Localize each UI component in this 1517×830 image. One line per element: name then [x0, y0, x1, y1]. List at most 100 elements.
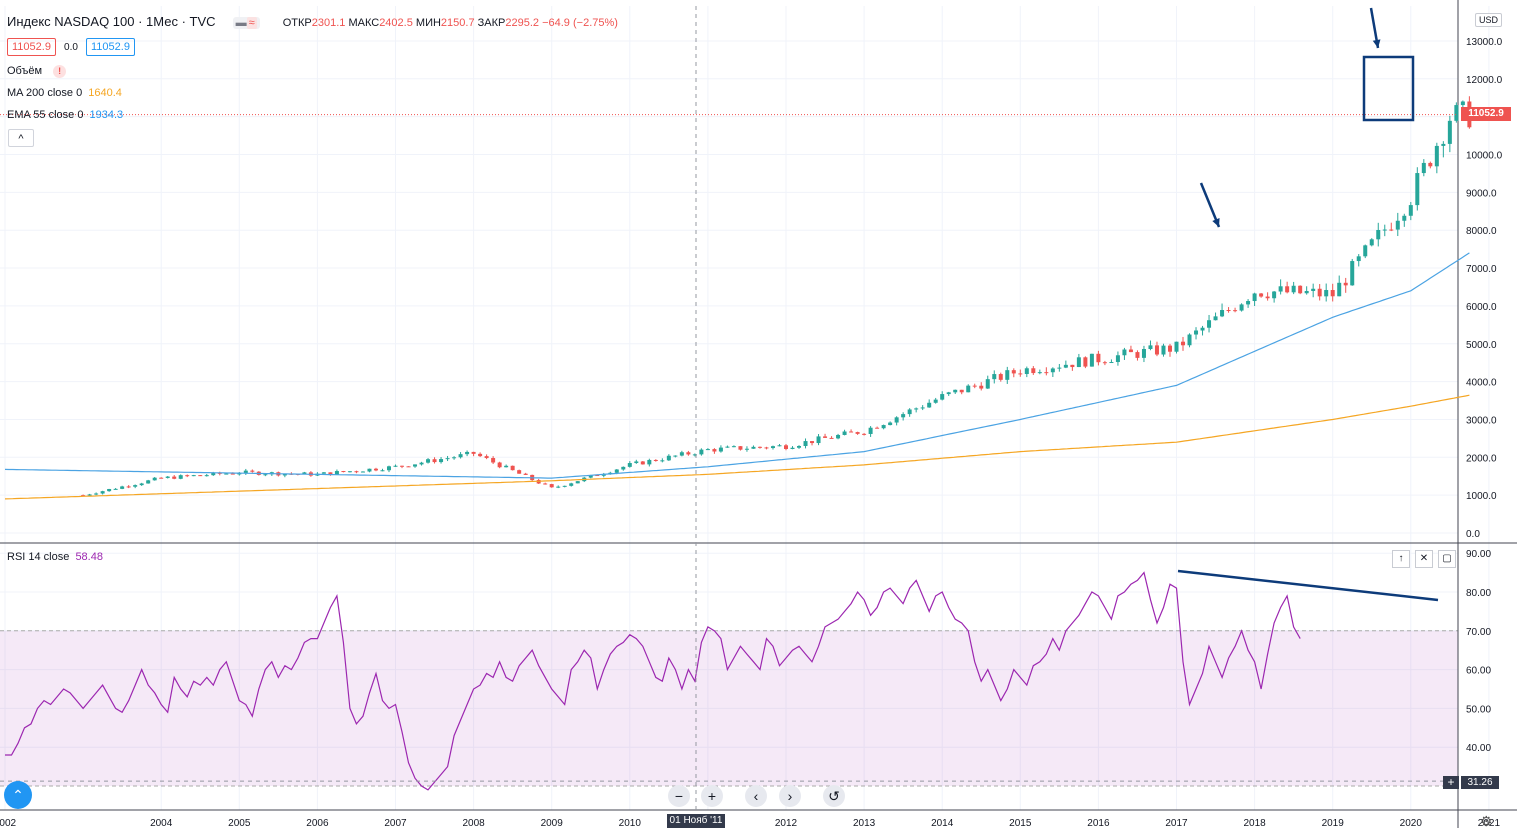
- candle-body: [1441, 143, 1446, 146]
- volume-legend[interactable]: Объём !: [7, 65, 67, 78]
- ma200-legend[interactable]: MA 200 close 0 1640.4: [7, 87, 122, 99]
- open-label: ОТКР: [282, 17, 312, 29]
- candle-body: [998, 374, 1003, 380]
- candle-body: [504, 465, 509, 468]
- candle-body: [458, 454, 463, 458]
- wave-icon: ≈: [246, 17, 257, 29]
- candle-body: [575, 481, 580, 484]
- candle-body: [751, 446, 756, 449]
- candle-body: [107, 488, 112, 492]
- ask-box[interactable]: 11052.9: [85, 38, 135, 56]
- scroll-right-button[interactable]: ›: [779, 785, 801, 807]
- candle-body: [634, 461, 639, 464]
- badge-group[interactable]: ▬ ≈: [232, 17, 260, 29]
- candle-body: [185, 475, 190, 477]
- ma200-value: 1640.4: [88, 87, 122, 99]
- reset-chart-button[interactable]: ↺: [823, 785, 845, 807]
- candle-body: [1226, 310, 1231, 312]
- x-tick-label: 2012: [775, 818, 798, 828]
- bid-box[interactable]: 11052.9: [7, 38, 56, 56]
- crosshair-add-icon[interactable]: +: [1443, 776, 1459, 789]
- candle-body: [386, 466, 391, 471]
- candle-body: [894, 417, 899, 423]
- x-tick-label: 2015: [1009, 818, 1032, 828]
- chart-title[interactable]: Индекс NASDAQ 100 · 1Мес · TVC: [7, 14, 216, 29]
- candle-body: [901, 414, 906, 418]
- high-value: 2402.5: [379, 17, 413, 29]
- candle-body: [250, 470, 255, 472]
- currency-label[interactable]: USD: [1475, 13, 1503, 27]
- y-tick-label: 4000.0: [1466, 378, 1497, 389]
- candle-body: [400, 465, 405, 467]
- ohlc-readout: ОТКР2301.1 МАКС2402.5 МИН2150.7 ЗАКР2295…: [283, 17, 618, 29]
- candle-body: [1063, 364, 1068, 368]
- candle-body: [282, 473, 287, 476]
- warning-icon[interactable]: !: [53, 65, 67, 78]
- rsi-tick-label: 40.00: [1466, 743, 1491, 754]
- candle-body: [1428, 162, 1433, 167]
- candle-body: [133, 485, 138, 487]
- x-tick-label: 2004: [150, 818, 173, 828]
- ma200-line: [4, 394, 1470, 500]
- candle-body: [452, 457, 457, 459]
- rsi-maximize-button[interactable]: ▢: [1438, 550, 1456, 568]
- candle-body: [1135, 352, 1140, 358]
- candle-body: [1265, 296, 1270, 299]
- candle-body: [849, 431, 854, 433]
- rsi-label: RSI 14 close: [7, 551, 70, 563]
- zoom-in-button[interactable]: +: [701, 785, 723, 807]
- candle-body: [1330, 290, 1335, 297]
- candle-body: [679, 452, 684, 456]
- rsi-legend[interactable]: RSI 14 close 58.48: [7, 551, 103, 563]
- candle-body: [1109, 362, 1114, 364]
- candle-body: [1076, 357, 1081, 368]
- ema55-legend[interactable]: EMA 55 close 0 1934.3: [7, 109, 123, 121]
- ma200-label: MA 200 close 0: [7, 87, 83, 99]
- candle-body: [770, 446, 775, 449]
- scroll-left-button[interactable]: ‹: [745, 785, 767, 807]
- candle-body: [1083, 357, 1088, 367]
- price-axis-bg: [1458, 0, 1517, 828]
- candle-body: [868, 427, 873, 434]
- candle-body: [1460, 101, 1465, 106]
- rsi-tick-label: 60.00: [1466, 666, 1491, 677]
- candle-body: [328, 472, 333, 475]
- candle-body: [1200, 327, 1205, 331]
- candle-body: [1324, 290, 1329, 297]
- candle-body: [1194, 330, 1199, 335]
- ema55-label: EMA 55 close 0: [7, 109, 84, 121]
- candle-body: [647, 459, 652, 465]
- logo-icon[interactable]: ⌃: [4, 781, 32, 809]
- collapse-legend-button[interactable]: ^: [8, 129, 34, 147]
- candle-body: [588, 475, 593, 478]
- candle-body: [211, 472, 216, 476]
- candle-body: [699, 449, 704, 455]
- volume-label: Объём: [7, 65, 43, 77]
- x-tick-label: 2002: [0, 818, 17, 828]
- rsi-move-up-button[interactable]: ↑: [1392, 550, 1410, 568]
- candle-body: [1434, 145, 1439, 167]
- candle-body: [198, 475, 203, 477]
- candle-body: [497, 462, 502, 468]
- candle-body: [471, 451, 476, 454]
- candle-body: [1356, 256, 1361, 262]
- rsi-close-button[interactable]: ✕: [1415, 550, 1433, 568]
- x-tick-label: 2005: [228, 818, 251, 828]
- candle-body: [556, 486, 561, 488]
- candle-body: [601, 474, 606, 476]
- candle-body: [1154, 345, 1159, 355]
- candle-body: [302, 472, 307, 474]
- candle-body: [1207, 320, 1212, 328]
- rsi-band: [0, 630, 1458, 786]
- zoom-out-button[interactable]: −: [668, 785, 690, 807]
- bid-ask-row: 11052.9 0.0 11052.9: [7, 38, 135, 56]
- candle-body: [946, 392, 951, 395]
- candle-body: [927, 402, 932, 408]
- candle-body: [1389, 229, 1394, 231]
- candle-body: [1350, 261, 1355, 286]
- candle-body: [1343, 282, 1348, 286]
- settings-gear-icon[interactable]: ⚙: [1480, 813, 1493, 829]
- rsi-tick-label: 50.00: [1466, 704, 1491, 715]
- rsi-tick-label: 80.00: [1466, 588, 1491, 599]
